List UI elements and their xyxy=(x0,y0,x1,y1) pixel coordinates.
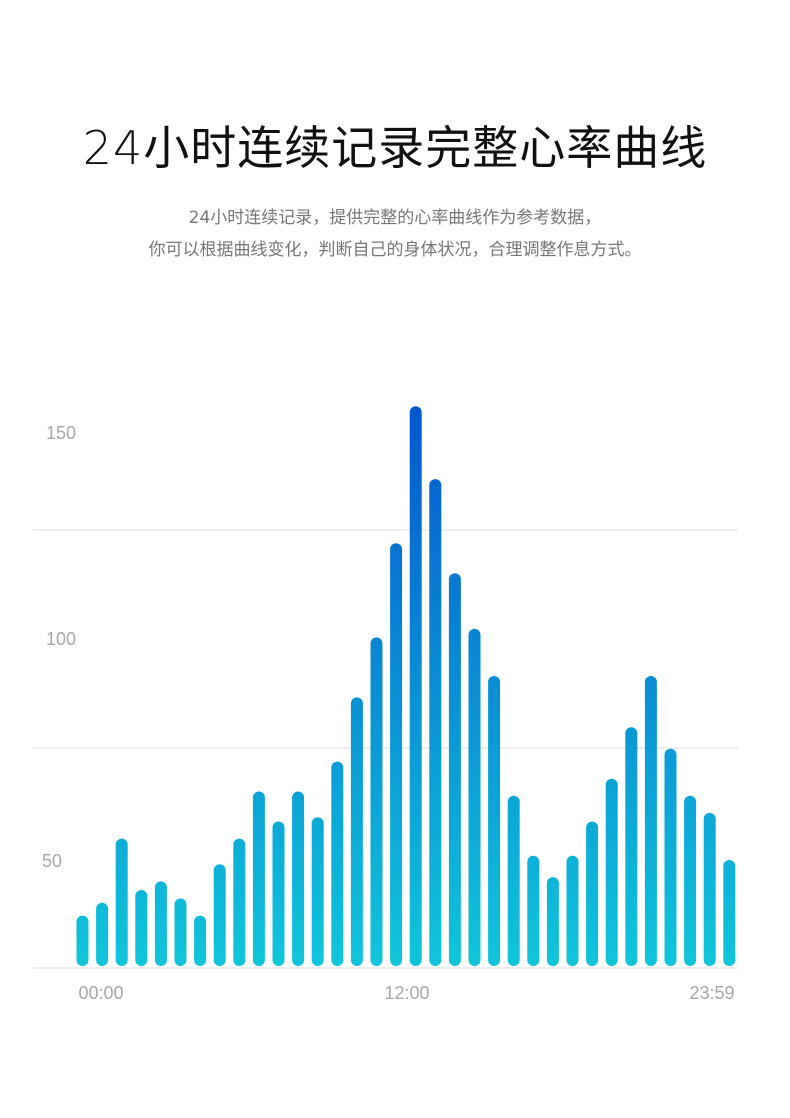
bar xyxy=(154,881,167,966)
bar xyxy=(174,898,187,966)
bar xyxy=(292,791,305,966)
bar xyxy=(684,795,697,966)
bar xyxy=(115,838,128,966)
x-tick-label: 00:00 xyxy=(78,983,123,1003)
bar xyxy=(644,676,657,966)
y-tick-label: 50 xyxy=(42,851,62,871)
bar xyxy=(350,697,363,966)
bar xyxy=(625,727,638,966)
bar xyxy=(331,761,344,966)
bar xyxy=(468,628,481,966)
bar xyxy=(96,902,109,966)
bar xyxy=(409,406,422,966)
bar xyxy=(566,855,579,966)
y-tick-label: 150 xyxy=(46,423,76,443)
bar xyxy=(213,864,226,966)
subtitle-line-2: 你可以根据曲线变化，判断自己的身体状况，合理调整作息方式。 xyxy=(148,240,642,260)
bar xyxy=(272,821,285,966)
bar xyxy=(370,637,383,966)
bar xyxy=(527,855,540,966)
x-tick-label: 23:59 xyxy=(689,983,734,1003)
page-title: 24小时连续记录完整心率曲线 xyxy=(82,121,708,175)
bar xyxy=(448,573,461,966)
y-tick-label: 100 xyxy=(46,629,76,649)
bar xyxy=(546,877,559,966)
bar xyxy=(135,890,148,966)
bar xyxy=(233,838,246,966)
bar xyxy=(429,479,442,966)
x-tick-label: 12:00 xyxy=(384,983,429,1003)
bar xyxy=(664,748,677,966)
subtitle-line-1: 24小时连续记录，提供完整的心率曲线作为参考数据， xyxy=(188,208,602,228)
bar xyxy=(76,915,89,966)
bar xyxy=(311,817,324,966)
bar xyxy=(488,676,501,966)
bar xyxy=(723,860,736,966)
bar xyxy=(605,778,618,966)
bar xyxy=(586,821,599,966)
bar xyxy=(390,543,403,966)
bar xyxy=(507,795,520,966)
bar xyxy=(194,915,207,966)
bar xyxy=(252,791,265,966)
bar xyxy=(703,812,716,966)
